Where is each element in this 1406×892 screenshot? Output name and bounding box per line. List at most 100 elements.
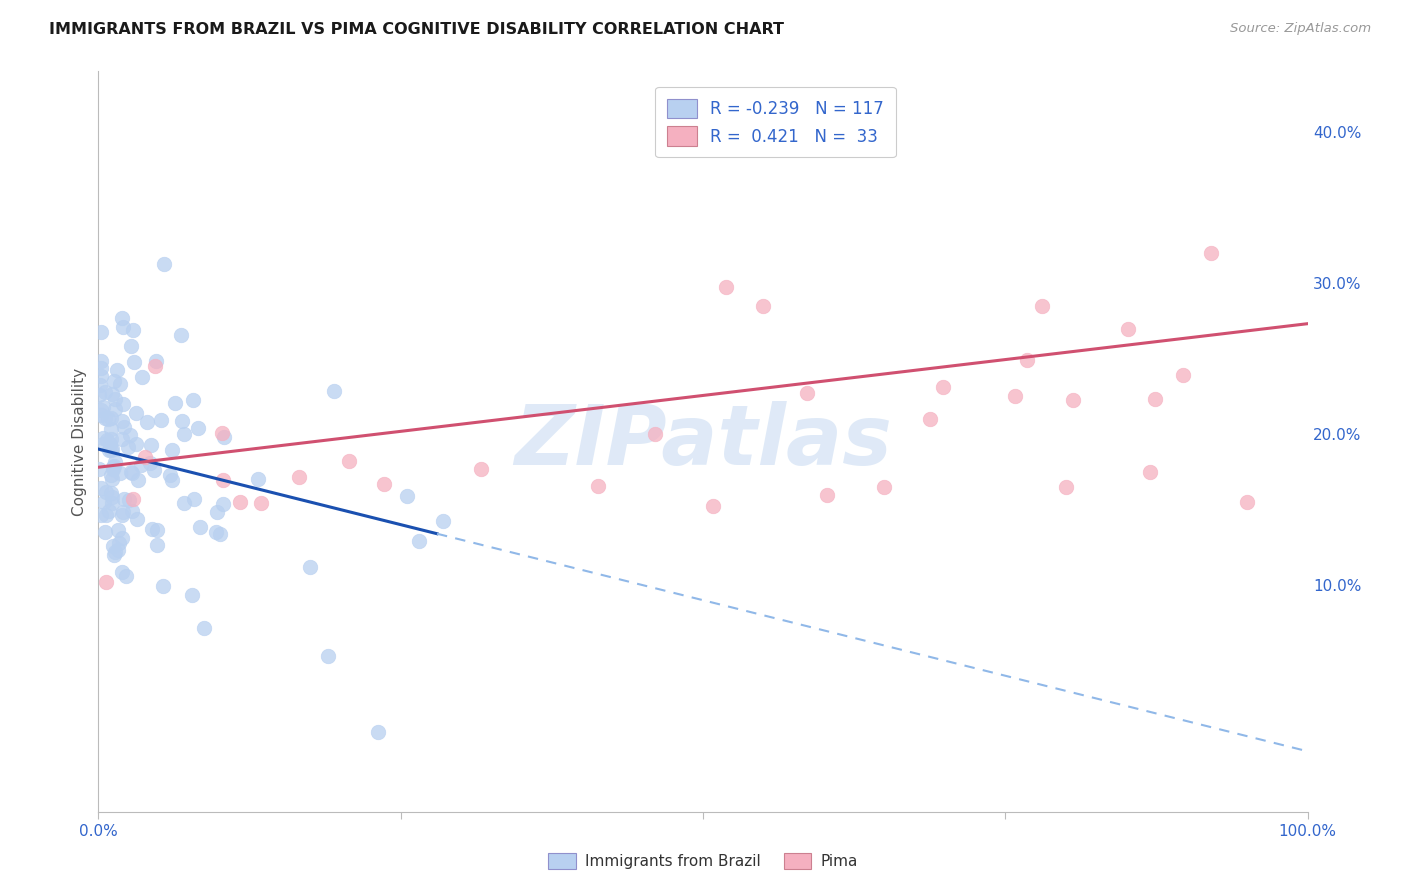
Point [131,370,153,384]
Point [105,363,128,377]
Point [122,323,145,337]
Point [108,376,131,391]
Point [644,426,666,441]
Point [214,430,236,444]
Point [1054,480,1077,494]
Point [143,359,166,374]
Point [124,355,146,369]
Point [918,412,941,426]
Point [121,466,143,480]
Point [146,537,169,551]
Point [101,387,124,401]
Point [1139,465,1161,479]
Point [1031,299,1053,313]
Point [323,384,346,398]
Point [97,504,120,518]
Point [173,495,195,509]
Point [207,505,229,519]
Point [1173,368,1195,382]
Point [101,460,124,475]
Point [702,499,724,513]
Point [188,520,211,534]
Point [101,461,124,475]
Point [107,542,129,557]
Point [173,426,195,441]
Point [100,467,122,482]
Point [104,545,127,559]
Point [101,491,124,505]
Point [94,575,117,590]
Point [136,415,159,429]
Point [96,508,118,523]
Legend: R = -0.239   N = 117, R =  0.421   N =  33: R = -0.239 N = 117, R = 0.421 N = 33 [655,87,896,157]
Point [87,388,110,402]
Point [111,311,134,326]
Point [815,488,838,502]
Point [94,411,117,425]
Point [250,496,273,510]
Point [211,426,233,441]
Y-axis label: Cognitive Disability: Cognitive Disability [72,368,87,516]
Point [90,360,112,375]
Point [101,442,124,456]
Point [100,442,122,457]
Point [111,508,134,522]
Point [160,442,183,457]
Point [408,533,430,548]
Point [181,393,204,408]
Point [120,465,142,479]
Point [172,414,194,428]
Point [316,649,339,664]
Point [87,462,110,476]
Point [90,353,112,368]
Point [1199,245,1222,260]
Point [118,428,141,442]
Point [118,493,141,508]
Point [112,505,135,519]
Point [127,473,149,487]
Point [395,489,418,503]
Point [193,621,215,635]
Point [111,320,134,334]
Point [714,280,737,294]
Point [152,257,174,271]
Point [110,467,132,481]
Point [90,403,112,417]
Point [103,548,125,562]
Point [104,392,127,407]
Point [159,468,181,483]
Point [432,514,454,528]
Point [103,458,125,473]
Legend: Immigrants from Brazil, Pima: Immigrants from Brazil, Pima [543,847,863,875]
Point [127,512,149,526]
Point [90,481,112,495]
Point [288,470,311,484]
Point [100,432,122,446]
Point [100,410,122,425]
Point [90,508,112,522]
Point [103,374,125,388]
Point [337,454,360,468]
Point [111,531,134,545]
Point [94,524,117,539]
Point [373,476,395,491]
Point [142,463,165,477]
Point [90,408,112,422]
Point [1017,352,1039,367]
Point [100,485,122,500]
Point [1062,392,1084,407]
Point [145,353,167,368]
Point [873,480,896,494]
Point [93,400,115,414]
Point [187,420,209,434]
Point [107,523,129,537]
Point [162,474,184,488]
Text: Source: ZipAtlas.com: Source: ZipAtlas.com [1230,22,1371,36]
Point [91,437,114,451]
Point [111,414,134,428]
Point [117,441,139,455]
Point [110,432,132,446]
Point [932,379,955,393]
Point [112,397,135,411]
Point [752,299,775,313]
